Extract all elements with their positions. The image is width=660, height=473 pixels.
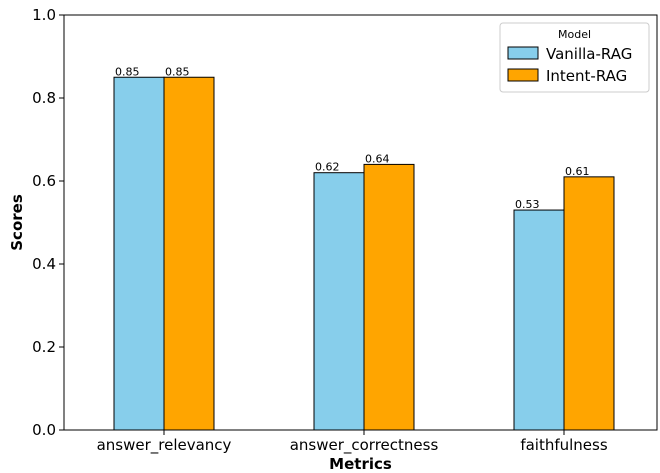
y-tick-label: 0.4 (32, 255, 56, 273)
x-tick-label: faithfulness (520, 436, 608, 454)
legend-items: Vanilla-RAG Intent-RAG (507, 45, 632, 85)
y-axis-title: Scores (8, 194, 26, 251)
bar-intent-rag-faithfulness (563, 176, 615, 431)
bar-labels-group: 0.85 0.85 0.62 0.64 0.53 0.61 (115, 65, 590, 211)
legend-label: Vanilla-RAG (546, 45, 632, 63)
bar-intent-rag-answer_relevancy (163, 76, 215, 431)
x-tick-label: answer_correctness (290, 436, 439, 455)
bar-vanilla-rag-faithfulness (513, 209, 565, 431)
bar-value-label: 0.53 (515, 198, 540, 211)
bar-vanilla-rag-answer_relevancy (113, 76, 165, 431)
bars-group (113, 76, 615, 431)
legend: Model Vanilla-RAG Intent-RAG (499, 22, 650, 93)
legend-title: Model (558, 28, 591, 41)
x-axis: answer_relevancy answer_correctness faithf… (97, 430, 608, 455)
legend-label: Intent-RAG (546, 67, 627, 85)
bar-value-label: 0.61 (565, 165, 590, 178)
legend-swatch (507, 68, 539, 82)
bar-value-label: 0.64 (365, 152, 390, 165)
y-axis: 0.0 0.2 0.4 0.6 0.8 1.0 (32, 6, 64, 439)
y-tick-label: 0.2 (32, 338, 56, 356)
bar-value-label: 0.85 (115, 65, 140, 78)
bar-intent-rag-answer_correctness (363, 163, 415, 431)
legend-swatch (507, 46, 539, 60)
x-tick-label: answer_relevancy (97, 436, 232, 455)
bar-value-label: 0.62 (315, 161, 340, 174)
y-tick-label: 0.6 (32, 172, 56, 190)
bar-vanilla-rag-answer_correctness (313, 172, 365, 431)
bar-value-label: 0.85 (165, 65, 190, 78)
x-axis-title: Metrics (329, 455, 392, 473)
plot-frame (63, 14, 658, 431)
y-tick-label: 0.8 (32, 89, 56, 107)
y-tick-label: 0.0 (32, 421, 56, 439)
y-tick-label: 1.0 (32, 6, 56, 24)
